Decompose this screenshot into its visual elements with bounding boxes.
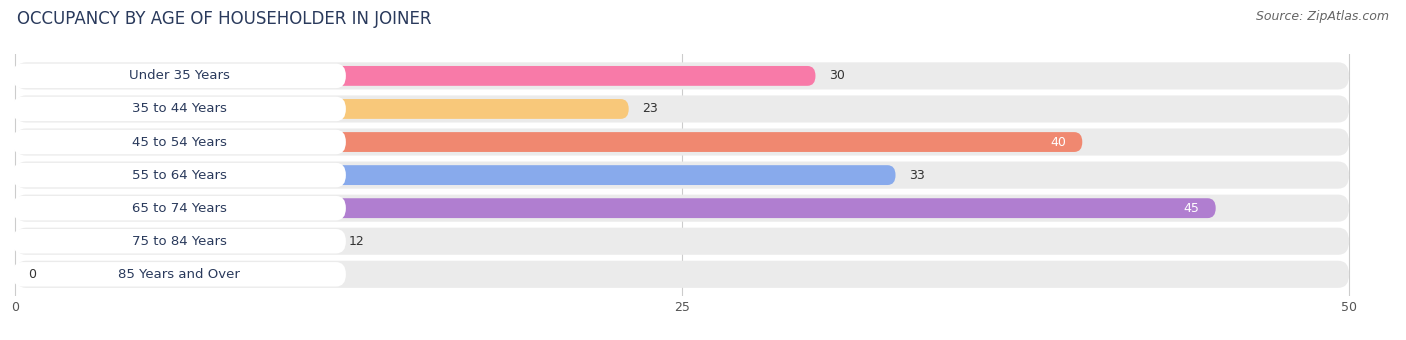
Text: 40: 40 (1050, 136, 1066, 149)
Text: Source: ZipAtlas.com: Source: ZipAtlas.com (1256, 10, 1389, 23)
FancyBboxPatch shape (15, 96, 1350, 122)
FancyBboxPatch shape (15, 165, 896, 185)
Text: 12: 12 (349, 235, 364, 248)
FancyBboxPatch shape (15, 261, 1350, 288)
Text: 55 to 64 Years: 55 to 64 Years (132, 169, 226, 182)
FancyBboxPatch shape (15, 265, 37, 284)
Text: 33: 33 (908, 169, 925, 182)
Text: 23: 23 (643, 102, 658, 116)
FancyBboxPatch shape (13, 130, 346, 154)
Text: 75 to 84 Years: 75 to 84 Years (132, 235, 226, 248)
FancyBboxPatch shape (15, 228, 1350, 255)
FancyBboxPatch shape (15, 231, 335, 251)
FancyBboxPatch shape (15, 198, 1216, 218)
FancyBboxPatch shape (13, 262, 346, 287)
FancyBboxPatch shape (15, 62, 1350, 89)
Text: 0: 0 (28, 268, 37, 281)
FancyBboxPatch shape (13, 64, 346, 88)
Text: 85 Years and Over: 85 Years and Over (118, 268, 240, 281)
Text: 45: 45 (1184, 202, 1199, 215)
FancyBboxPatch shape (13, 163, 346, 187)
Text: Under 35 Years: Under 35 Years (129, 69, 229, 82)
FancyBboxPatch shape (15, 162, 1350, 189)
Text: OCCUPANCY BY AGE OF HOUSEHOLDER IN JOINER: OCCUPANCY BY AGE OF HOUSEHOLDER IN JOINE… (17, 10, 432, 28)
FancyBboxPatch shape (13, 97, 346, 121)
FancyBboxPatch shape (15, 129, 1350, 156)
FancyBboxPatch shape (13, 196, 346, 220)
FancyBboxPatch shape (13, 229, 346, 254)
FancyBboxPatch shape (15, 99, 628, 119)
FancyBboxPatch shape (15, 132, 1083, 152)
Text: 30: 30 (828, 69, 845, 82)
Text: 45 to 54 Years: 45 to 54 Years (132, 136, 226, 149)
Text: 65 to 74 Years: 65 to 74 Years (132, 202, 226, 215)
FancyBboxPatch shape (15, 66, 815, 86)
FancyBboxPatch shape (15, 194, 1350, 222)
Text: 35 to 44 Years: 35 to 44 Years (132, 102, 226, 116)
